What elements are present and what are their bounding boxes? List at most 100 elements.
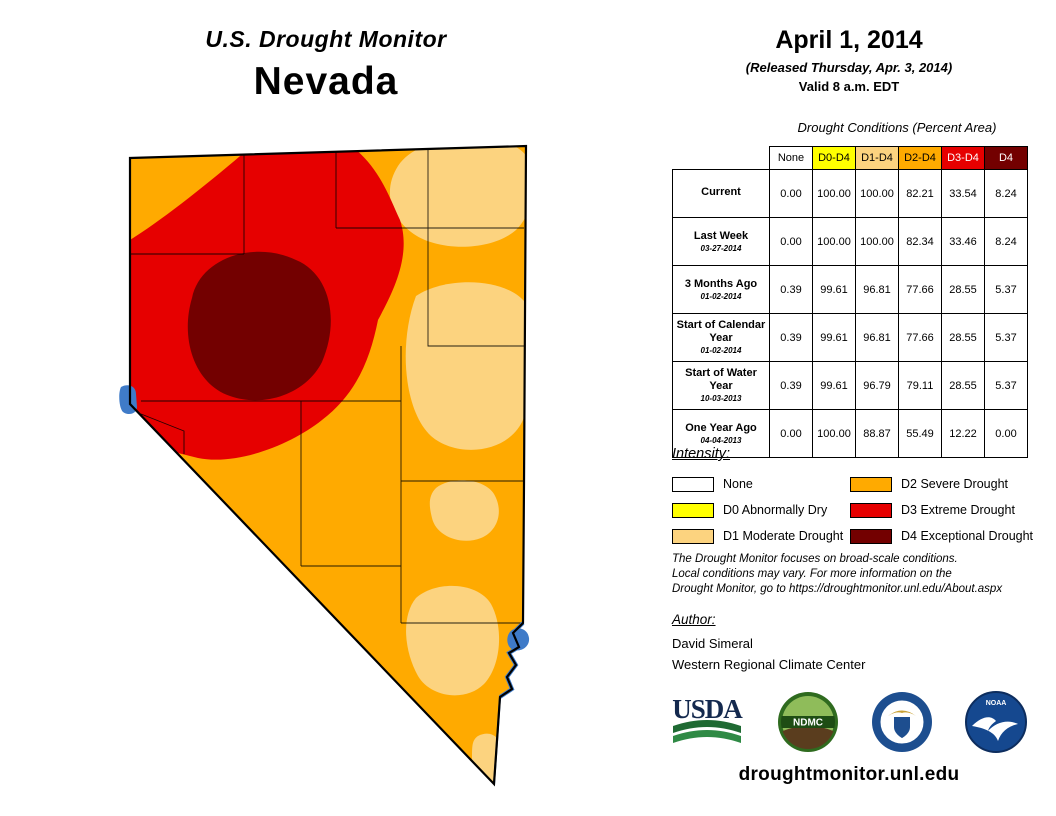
table-cell: 88.87	[855, 409, 899, 458]
table-cell: 82.34	[898, 217, 942, 266]
row-header: Current	[672, 169, 770, 218]
column-header-d3-d4: D3-D4	[941, 146, 985, 170]
table-cell: 0.00	[984, 409, 1028, 458]
table-row-start-water-year: Start of Water Year 10-03-2013 0.39 99.6…	[672, 361, 1028, 410]
table-cell: 28.55	[941, 265, 985, 314]
usda-logo-text: USDA	[672, 694, 743, 724]
table-cell: 77.66	[898, 265, 942, 314]
table-row-start-calendar-year: Start of Calendar Year 01-02-2014 0.39 9…	[672, 313, 1028, 362]
table-cell: 99.61	[812, 313, 856, 362]
ndmc-logo-text: NDMC	[793, 718, 823, 729]
table-cell: 0.39	[769, 313, 813, 362]
table-cell: 5.37	[984, 361, 1028, 410]
disclaimer-text: The Drought Monitor focuses on broad-sca…	[672, 553, 1003, 595]
table-cell: 79.11	[898, 361, 942, 410]
table-row-current: Current 0.00 100.00 100.00 82.21 33.54 8…	[672, 169, 1028, 218]
author-organization: Western Regional Climate Center	[672, 657, 866, 672]
legend-item-d0: D0 Abnormally Dry	[672, 497, 850, 523]
table-cell: 100.00	[812, 409, 856, 458]
valid-time: Valid 8 a.m. EDT	[798, 79, 900, 94]
row-label: 3 Months Ago	[684, 277, 758, 290]
usda-swoosh-icon	[673, 720, 741, 733]
table-cell: 100.00	[855, 169, 899, 218]
table-cell: 100.00	[855, 217, 899, 266]
table-cell: 96.79	[855, 361, 899, 410]
row-date: 01-02-2014	[700, 291, 742, 301]
row-header: Start of Calendar Year 01-02-2014	[672, 313, 770, 362]
legend-item-none: None	[672, 471, 850, 497]
row-date: 01-02-2014	[700, 346, 742, 356]
legend-swatch-d3	[850, 502, 892, 518]
legend-label: D3 Extreme Drought	[901, 503, 1015, 517]
legend-item-d1: D1 Moderate Drought	[672, 523, 850, 549]
legend-swatch-none	[672, 476, 714, 492]
report-title: U.S. Drought Monitor	[205, 26, 447, 52]
table-cell: 96.81	[855, 313, 899, 362]
ndmc-ground-icon	[781, 726, 835, 749]
table-row-one-year-ago: One Year Ago 04-04-2013 0.00 100.00 88.8…	[672, 409, 1028, 458]
ndmc-logo: NDMC	[778, 692, 838, 752]
table-cell: 77.66	[898, 313, 942, 362]
column-header-d4: D4	[984, 146, 1028, 170]
table-cell: 0.39	[769, 265, 813, 314]
d4-exceptional-drought-region	[187, 251, 331, 401]
table-cell: 82.21	[898, 169, 942, 218]
column-header-d1-d4: D1-D4	[855, 146, 899, 170]
noaa-logo: NOAA	[965, 691, 1027, 753]
drought-conditions-table: None D0-D4 D1-D4 D2-D4 D3-D4 D4 Current …	[672, 146, 1028, 458]
legend-label: D1 Moderate Drought	[723, 529, 844, 543]
row-header: Start of Water Year 10-03-2013	[672, 361, 770, 410]
commerce-eagle-icon	[888, 710, 916, 716]
noaa-gull-icon	[972, 717, 1018, 741]
table-cell: 8.24	[984, 217, 1028, 266]
table-cell: 0.39	[769, 361, 813, 410]
table-cell: 96.81	[855, 265, 899, 314]
legend-label: None	[723, 477, 753, 491]
row-label: One Year Ago	[685, 421, 757, 434]
legend-item-d2: D2 Severe Drought	[850, 471, 1044, 497]
row-date: 10-03-2013	[700, 394, 742, 404]
table-cell: 33.46	[941, 217, 985, 266]
report-date: April 1, 2014	[775, 26, 923, 54]
author-block: Author: David Simeral Western Regional C…	[672, 612, 865, 672]
table-cell: 28.55	[941, 313, 985, 362]
table-caption: Drought Conditions (Percent Area)	[797, 120, 997, 135]
table-cell: 12.22	[941, 409, 985, 458]
table-cell: 28.55	[941, 361, 985, 410]
legend-item-d3: D3 Extreme Drought	[850, 497, 1044, 523]
author-name: David Simeral	[672, 636, 753, 651]
footer-url: droughtmonitor.unl.edu	[738, 764, 960, 785]
row-date: 03-27-2014	[700, 243, 742, 253]
table-cell: 100.00	[812, 217, 856, 266]
table-header-row: None D0-D4 D1-D4 D2-D4 D3-D4 D4	[673, 146, 1028, 170]
d1-moderate-drought-region-central	[429, 480, 499, 541]
date-header: April 1, 2014 (Released Thursday, Apr. 3…	[672, 26, 1026, 94]
nevada-state-border	[128, 144, 528, 787]
legend-label: D4 Exceptional Drought	[901, 529, 1034, 543]
legend-swatch-d1	[672, 528, 714, 544]
table-cell: 99.61	[812, 361, 856, 410]
legend-item-d4: D4 Exceptional Drought	[850, 523, 1044, 549]
row-date: 04-04-2013	[700, 435, 742, 445]
legend-swatch-d2	[850, 476, 892, 492]
table-cell: 33.54	[941, 169, 985, 218]
author-heading: Author:	[672, 612, 716, 627]
usda-logo: USDA	[672, 694, 744, 743]
legend-title: Intensity:	[672, 446, 731, 462]
d1-moderate-drought-region-northeast	[389, 146, 526, 247]
legend-label: D2 Severe Drought	[901, 477, 1009, 491]
table-cell: 5.37	[984, 313, 1028, 362]
table-cell: 0.00	[769, 217, 813, 266]
release-date: (Released Thursday, Apr. 3, 2014)	[745, 60, 953, 75]
column-header-d0-d4: D0-D4	[812, 146, 856, 170]
state-name: Nevada	[253, 60, 399, 103]
column-header-d2-d4: D2-D4	[898, 146, 942, 170]
table-corner-spacer	[673, 147, 770, 170]
table-cell: 5.37	[984, 265, 1028, 314]
d1-moderate-drought-region-south	[406, 585, 500, 696]
usda-swoosh-icon	[673, 730, 741, 743]
row-header: Last Week 03-27-2014	[672, 217, 770, 266]
noaa-circle-icon	[965, 691, 1027, 753]
table-cell: 100.00	[812, 169, 856, 218]
